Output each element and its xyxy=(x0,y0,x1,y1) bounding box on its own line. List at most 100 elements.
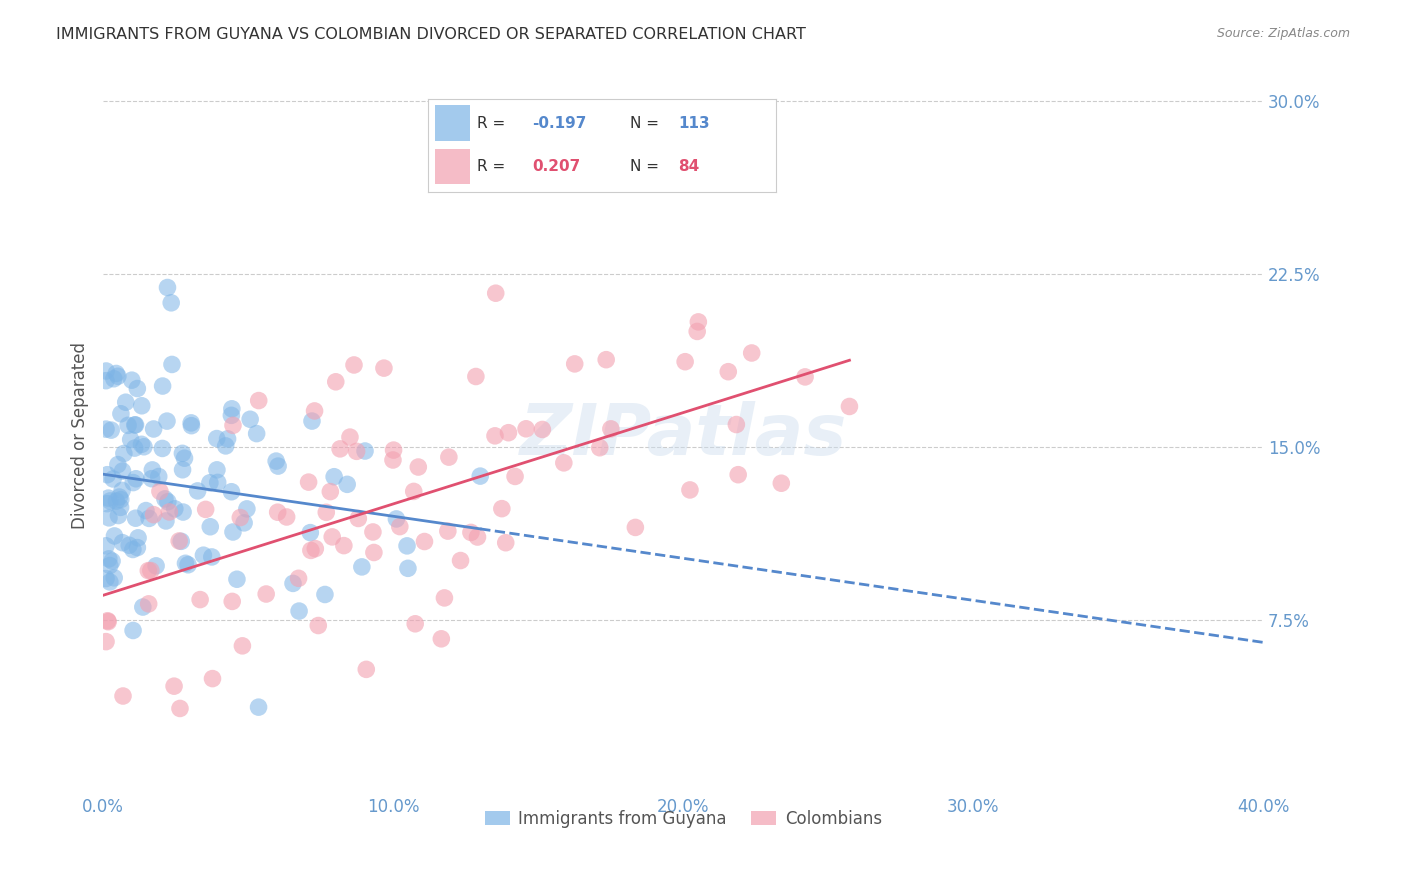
Colombians xyxy=(679,483,702,497)
Immigrants from Guyana xyxy=(177,558,200,572)
Immigrants from Guyana xyxy=(111,535,134,549)
Immigrants from Guyana xyxy=(264,454,287,468)
Colombians xyxy=(229,510,252,524)
Colombians xyxy=(404,616,426,631)
Immigrants from Guyana xyxy=(233,516,256,530)
Colombians xyxy=(142,508,165,522)
Colombians xyxy=(167,533,190,548)
Colombians xyxy=(163,679,186,693)
Colombians xyxy=(138,597,160,611)
Immigrants from Guyana xyxy=(205,432,228,446)
Colombians xyxy=(491,501,513,516)
Immigrants from Guyana xyxy=(131,399,153,413)
Immigrants from Guyana xyxy=(96,364,118,378)
Immigrants from Guyana xyxy=(127,531,149,545)
Immigrants from Guyana xyxy=(172,446,194,460)
Colombians xyxy=(402,484,425,499)
Immigrants from Guyana xyxy=(288,604,311,618)
Immigrants from Guyana xyxy=(350,560,373,574)
Immigrants from Guyana xyxy=(120,433,142,447)
Legend: Immigrants from Guyana, Colombians: Immigrants from Guyana, Colombians xyxy=(478,803,889,834)
Colombians xyxy=(194,502,217,516)
Colombians xyxy=(688,315,710,329)
Immigrants from Guyana xyxy=(142,422,165,436)
Immigrants from Guyana xyxy=(156,280,179,294)
Colombians xyxy=(325,375,347,389)
Immigrants from Guyana xyxy=(299,525,322,540)
Colombians xyxy=(433,591,456,605)
Colombians xyxy=(287,571,309,585)
Immigrants from Guyana xyxy=(105,494,128,508)
Immigrants from Guyana xyxy=(107,508,129,523)
Immigrants from Guyana xyxy=(201,549,224,564)
Immigrants from Guyana xyxy=(200,520,222,534)
Immigrants from Guyana xyxy=(103,529,125,543)
Immigrants from Guyana xyxy=(314,587,336,601)
Colombians xyxy=(498,425,520,440)
Immigrants from Guyana xyxy=(101,554,124,568)
Immigrants from Guyana xyxy=(395,539,418,553)
Immigrants from Guyana xyxy=(323,469,346,483)
Colombians xyxy=(727,467,749,482)
Colombians xyxy=(741,346,763,360)
Colombians xyxy=(437,524,460,538)
Immigrants from Guyana xyxy=(193,548,215,562)
Immigrants from Guyana xyxy=(281,576,304,591)
Immigrants from Guyana xyxy=(221,409,243,423)
Immigrants from Guyana xyxy=(112,446,135,460)
Colombians xyxy=(673,354,696,368)
Immigrants from Guyana xyxy=(470,469,492,483)
Colombians xyxy=(97,615,120,629)
Immigrants from Guyana xyxy=(103,372,125,386)
Immigrants from Guyana xyxy=(354,444,377,458)
Immigrants from Guyana xyxy=(152,379,174,393)
Colombians xyxy=(460,525,482,540)
Immigrants from Guyana xyxy=(173,451,195,466)
Immigrants from Guyana xyxy=(97,552,120,566)
Immigrants from Guyana xyxy=(98,494,121,508)
Colombians xyxy=(686,325,709,339)
Immigrants from Guyana xyxy=(132,440,155,454)
Immigrants from Guyana xyxy=(221,484,243,499)
Colombians xyxy=(111,689,134,703)
Immigrants from Guyana xyxy=(160,295,183,310)
Colombians xyxy=(304,404,326,418)
Immigrants from Guyana xyxy=(98,558,121,573)
Immigrants from Guyana xyxy=(163,501,186,516)
Colombians xyxy=(464,369,486,384)
Colombians xyxy=(413,534,436,549)
Colombians xyxy=(531,422,554,436)
Colombians xyxy=(484,429,506,443)
Colombians xyxy=(307,618,329,632)
Colombians xyxy=(503,469,526,483)
Immigrants from Guyana xyxy=(150,442,173,456)
Colombians xyxy=(408,460,430,475)
Immigrants from Guyana xyxy=(215,439,238,453)
Colombians xyxy=(266,505,288,519)
Immigrants from Guyana xyxy=(124,511,146,525)
Text: Source: ZipAtlas.com: Source: ZipAtlas.com xyxy=(1216,27,1350,40)
Immigrants from Guyana xyxy=(127,382,149,396)
Immigrants from Guyana xyxy=(125,472,148,486)
Immigrants from Guyana xyxy=(124,417,146,432)
Colombians xyxy=(299,543,322,558)
Immigrants from Guyana xyxy=(135,503,157,517)
Colombians xyxy=(329,442,352,456)
Immigrants from Guyana xyxy=(98,574,121,589)
Immigrants from Guyana xyxy=(180,418,202,433)
Immigrants from Guyana xyxy=(174,557,197,571)
Colombians xyxy=(373,361,395,376)
Immigrants from Guyana xyxy=(172,463,194,477)
Colombians xyxy=(188,592,211,607)
Immigrants from Guyana xyxy=(155,514,177,528)
Immigrants from Guyana xyxy=(110,500,132,515)
Colombians xyxy=(356,662,378,676)
Colombians xyxy=(725,417,748,432)
Immigrants from Guyana xyxy=(156,494,179,508)
Immigrants from Guyana xyxy=(122,624,145,638)
Immigrants from Guyana xyxy=(94,422,117,436)
Colombians xyxy=(94,634,117,648)
Text: IMMIGRANTS FROM GUYANA VS COLOMBIAN DIVORCED OR SEPARATED CORRELATION CHART: IMMIGRANTS FROM GUYANA VS COLOMBIAN DIVO… xyxy=(56,27,806,42)
Colombians xyxy=(363,545,385,559)
Colombians xyxy=(437,450,460,464)
